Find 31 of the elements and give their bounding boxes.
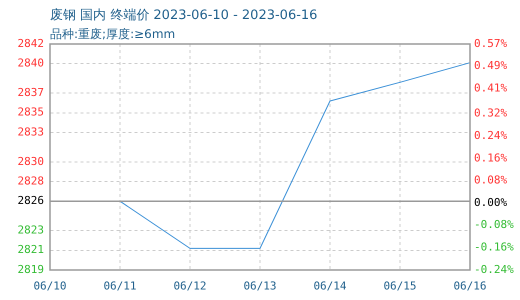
- y-tick-label: 2830: [18, 154, 44, 168]
- x-tick-label: 06/16: [453, 279, 487, 292]
- y2-tick-label: 0.32%: [474, 106, 508, 120]
- y-tick-label: 2819: [18, 262, 44, 276]
- y2-tick-label: -0.08%: [474, 218, 514, 232]
- y-tick-label: 2823: [18, 224, 44, 237]
- chart-title: 废钢 国内 终端价 2023-06-10 - 2023-06-16: [50, 7, 318, 24]
- y-tick-label: 2835: [18, 106, 44, 119]
- y2-tick-label: 0.08%: [474, 174, 508, 187]
- y2-tick-label: 0.49%: [474, 59, 508, 72]
- y-tick-label: 2842: [18, 36, 44, 50]
- x-tick-label: 06/12: [173, 279, 207, 292]
- x-tick-label: 06/13: [243, 279, 277, 292]
- y-tick-label: 2821: [18, 243, 44, 256]
- y-tick-label: 2840: [18, 56, 44, 70]
- y-tick-label: 2826: [18, 194, 44, 208]
- chart-subtitle: 品种:重废;厚度:≥6mm: [50, 26, 176, 43]
- x-tick-label: 06/14: [313, 279, 347, 292]
- y2-tick-label: 0.16%: [474, 151, 508, 164]
- y2-tick-label: -0.16%: [474, 240, 514, 254]
- y2-tick-label: 0.00%: [474, 196, 508, 209]
- y2-tick-label: 0.41%: [474, 82, 508, 94]
- y2-tick-label: 0.57%: [474, 36, 508, 50]
- y-tick-label: 2837: [18, 86, 44, 99]
- y-tick-label: 2833: [18, 125, 44, 138]
- x-tick-label: 06/10: [33, 279, 67, 292]
- y-tick-label: 2828: [18, 174, 44, 188]
- y2-tick-label: -0.24%: [474, 262, 514, 276]
- y2-tick-label: 0.24%: [474, 128, 508, 142]
- x-tick-label: 06/11: [103, 279, 137, 292]
- x-tick-label: 06/15: [383, 279, 417, 292]
